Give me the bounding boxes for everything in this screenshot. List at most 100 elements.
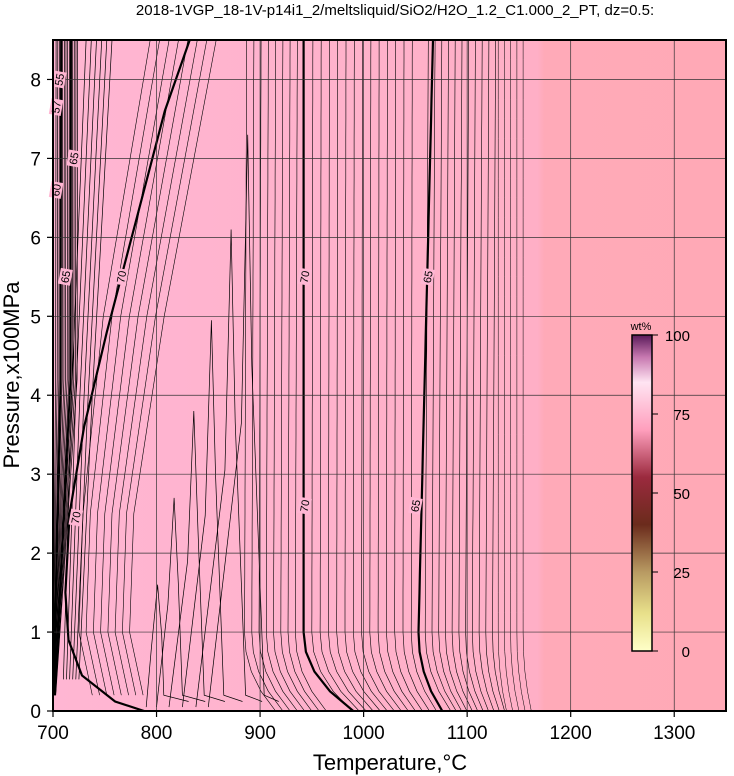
svg-text:70: 70 [299, 270, 313, 284]
y-tick-label: 4 [30, 386, 41, 407]
grid-lines [53, 40, 726, 711]
contour-line [319, 40, 360, 711]
contour-label: 60 [48, 181, 64, 199]
svg-text:65: 65 [59, 270, 73, 284]
contour-line [369, 40, 402, 711]
contour-line [394, 40, 423, 711]
colorbar-tick-label: 0 [682, 644, 690, 661]
x-tick-label: 800 [141, 723, 173, 744]
x-axis: 700 800 900 1000 1100 1200 1300 [37, 711, 695, 744]
contour-line [311, 40, 353, 711]
contour-line [145, 584, 189, 708]
svg-text:65: 65 [422, 270, 436, 284]
contour-line [377, 40, 409, 711]
y-tick-label: 7 [30, 149, 41, 170]
y-tick-label: 0 [30, 702, 41, 723]
contour-line [93, 40, 170, 696]
svg-text:70: 70 [299, 499, 313, 513]
contour-line [353, 40, 388, 711]
x-tick-label: 1300 [653, 723, 695, 744]
colorbar-tick-label: 100 [665, 328, 690, 345]
contour-label: 65 [408, 496, 423, 515]
contour-line [265, 40, 298, 711]
contour-line [54, 40, 69, 696]
svg-text:65: 65 [409, 499, 423, 513]
svg-text:70: 70 [70, 511, 84, 525]
y-tick-label: 5 [30, 307, 41, 328]
contour-label: 65 [420, 267, 436, 286]
plot-frame [52, 39, 727, 712]
contour-line [53, 40, 59, 696]
contour-line [53, 40, 65, 696]
colorbar-tick-label: 50 [673, 486, 690, 503]
contour-line [107, 40, 189, 696]
contour-line [295, 40, 327, 711]
contour-line [424, 40, 452, 711]
contour-line [497, 40, 507, 711]
contour-line [402, 40, 430, 711]
contour-line [410, 40, 437, 711]
x-tick-label: 1100 [447, 723, 488, 744]
colorbar-tick-label: 75 [673, 407, 690, 424]
contour-label: 55 [51, 70, 67, 89]
contour-line [328, 40, 367, 711]
y-axis: 0 1 2 3 4 5 6 7 8 [30, 70, 53, 723]
contour-line [522, 40, 532, 711]
contour-line [273, 40, 305, 711]
contour-line [129, 40, 217, 696]
contour-line [280, 40, 313, 711]
contour-line [168, 410, 226, 708]
contour-line [438, 40, 462, 711]
contour-line [302, 40, 355, 711]
contour-label: 70 [297, 267, 313, 286]
colorbar: wt% 0 25 50 75 100 [630, 321, 690, 661]
contour-line [344, 40, 381, 711]
contour-label: 70 [68, 508, 84, 527]
x-tick-label: 700 [37, 723, 69, 744]
contour-label: 65 [58, 267, 73, 286]
colorbar-tick-label: 25 [673, 565, 690, 582]
contour-line [431, 40, 457, 711]
contour-line [251, 40, 284, 711]
chart-title: 2018-1VGP_18-1V-p14i1_2/meltsliquid/SiO2… [136, 2, 654, 19]
contour-label: 57 [48, 98, 64, 117]
y-tick-label: 2 [30, 544, 41, 565]
contour-line [386, 40, 416, 711]
contour-line [485, 40, 500, 711]
contour-line [182, 320, 243, 708]
contour-line [417, 40, 444, 711]
contour-line [207, 134, 279, 708]
contour-line [361, 40, 395, 711]
contour-label: 65 [66, 149, 82, 168]
contour-line [114, 40, 198, 696]
svg-text:65: 65 [68, 151, 82, 165]
contour-line [85, 40, 160, 696]
x-tick-label: 900 [244, 723, 276, 744]
y-tick-label: 3 [30, 465, 41, 486]
contour-line [53, 40, 63, 696]
contour-line [492, 40, 505, 711]
contour-line [458, 40, 478, 711]
contour-line [244, 40, 276, 711]
contour-line [195, 229, 263, 708]
contour-line [122, 40, 208, 696]
svg-text:55: 55 [53, 73, 67, 87]
colorbar-gradient [631, 334, 653, 652]
contour-line [451, 40, 473, 711]
contour-line [445, 40, 468, 711]
svg-text:70: 70 [115, 270, 129, 284]
colorbar-unit: wt% [630, 321, 652, 333]
y-axis-title: Pressure,x100MPa [0, 281, 24, 469]
contour-line [64, 40, 191, 711]
plot-background [53, 40, 726, 711]
y-tick-label: 6 [30, 228, 41, 249]
contour-line [516, 40, 526, 711]
contour-line [53, 40, 67, 696]
contour-line [510, 40, 520, 711]
contour-line [156, 497, 206, 708]
x-tick-label: 1200 [550, 723, 592, 744]
contour-line [53, 40, 64, 696]
contour-line [478, 40, 495, 711]
x-axis-title: Temperature,°C [313, 750, 467, 775]
y-tick-label: 1 [30, 623, 41, 644]
